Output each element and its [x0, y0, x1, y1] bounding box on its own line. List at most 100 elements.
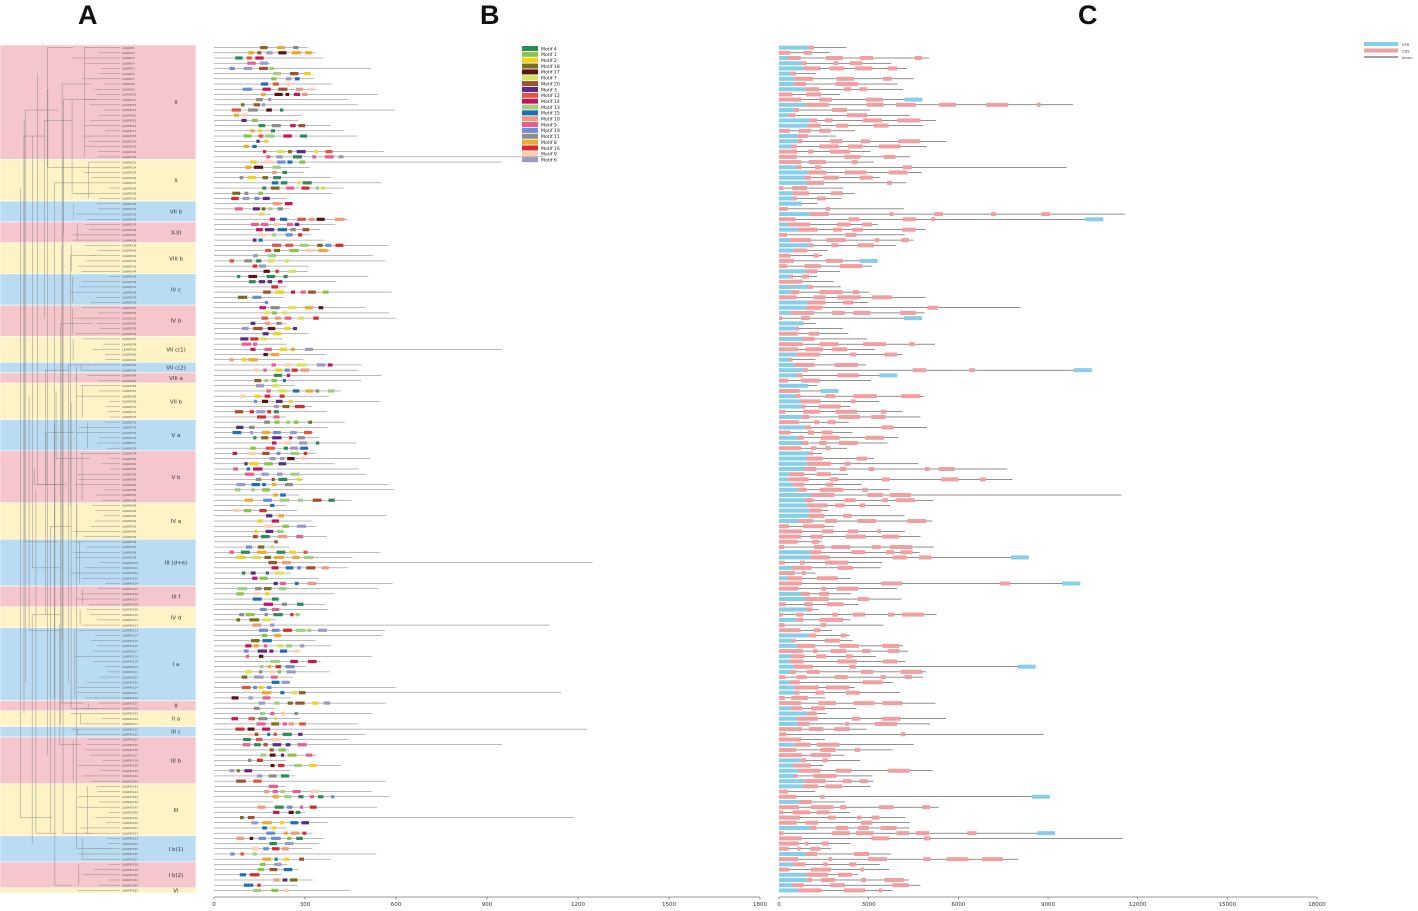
cds-box — [878, 888, 883, 893]
cds-box — [882, 534, 900, 539]
cds-box — [967, 831, 977, 836]
cds-box — [808, 633, 817, 638]
cds-box — [796, 617, 804, 622]
cds-box — [792, 191, 810, 196]
cds-box — [835, 768, 852, 773]
motif-box — [309, 217, 315, 221]
cds-box — [819, 290, 843, 295]
cds-box — [779, 295, 797, 300]
utr-box — [779, 638, 792, 643]
utr-box — [779, 362, 795, 367]
motif-box — [300, 446, 308, 450]
motif-box — [338, 155, 344, 159]
cds-box — [779, 186, 784, 191]
axis-tick-label: 3000 — [862, 902, 876, 908]
motif-box — [262, 618, 271, 622]
motif-box — [248, 280, 256, 284]
motif-box — [229, 259, 235, 263]
motif-box — [231, 717, 238, 721]
cds-box — [807, 123, 821, 128]
motif-box — [301, 456, 306, 461]
gene-id: CpWRKY68 — [122, 394, 137, 398]
utr-box — [779, 118, 811, 123]
gene-id: CpWRKY148 — [122, 811, 138, 815]
motif-box — [244, 472, 254, 476]
motif-box — [270, 711, 275, 716]
motif-box — [263, 269, 270, 273]
motif-box — [247, 758, 252, 762]
motif-box — [241, 103, 245, 107]
cds-box — [808, 513, 825, 518]
cds-box — [862, 487, 868, 492]
motif-box — [271, 597, 279, 601]
motif-box — [302, 181, 312, 185]
motif-box — [256, 259, 262, 263]
cds-box — [811, 446, 817, 451]
motif-box — [278, 477, 288, 482]
motif-box — [280, 649, 288, 653]
cds-box — [882, 701, 903, 706]
motif-box — [318, 248, 328, 253]
motif-box — [257, 867, 264, 872]
gene-id: CpWRKY109 — [122, 608, 138, 612]
cds-box — [979, 477, 986, 482]
motif-box — [309, 763, 317, 768]
motif-box — [261, 535, 270, 539]
cds-box — [881, 477, 890, 482]
motif-box — [251, 821, 258, 825]
motif-box — [285, 566, 294, 570]
cds-box — [779, 149, 798, 154]
gene-id: CpWRKY158 — [122, 863, 138, 867]
cds-box — [986, 102, 1009, 107]
gene-id: CpWRKY97 — [122, 545, 137, 549]
motif-box — [271, 483, 277, 487]
axis-tick-label: 300 — [300, 902, 311, 908]
motif-box — [247, 815, 255, 820]
motif-box — [280, 821, 284, 825]
motif-box — [257, 649, 267, 653]
cds-box — [779, 841, 799, 846]
motif-box — [297, 217, 306, 221]
motif-box — [277, 160, 286, 164]
gene-id: CpWRKY115 — [122, 639, 138, 643]
motif-box — [270, 659, 280, 664]
cds-box — [791, 638, 796, 643]
cds-box — [921, 805, 930, 810]
motif-box — [325, 243, 332, 247]
motif-box — [253, 888, 261, 892]
gene-id: CpWRKY26 — [122, 176, 137, 180]
motif-box — [287, 701, 293, 705]
utr-box — [779, 503, 807, 508]
gene-id: CpWRKY77 — [122, 441, 137, 445]
motif-box — [296, 87, 304, 91]
motif-box — [236, 769, 240, 773]
motif-box — [285, 243, 294, 247]
motif-box — [299, 243, 309, 247]
axis-tick-label: 6000 — [951, 902, 965, 908]
motif-box — [298, 691, 306, 695]
motif-panel — [214, 46, 593, 892]
motif-box — [288, 399, 293, 403]
cds-box — [888, 170, 908, 175]
motif-box — [290, 430, 297, 435]
subfamily-band — [0, 159, 197, 202]
cds-box — [798, 888, 822, 893]
cds-box — [795, 394, 801, 399]
motif-box — [288, 269, 297, 273]
motif-box — [273, 222, 280, 227]
cds-box — [779, 831, 784, 836]
motif-box — [271, 737, 281, 742]
motif-box — [245, 545, 253, 549]
motif-box — [300, 644, 305, 648]
cds-box — [852, 160, 858, 165]
cds-box — [1041, 212, 1051, 217]
cds-box — [833, 61, 839, 66]
gene-id: CpWRKY116 — [122, 644, 138, 648]
motif-box — [266, 389, 271, 393]
motif-box — [262, 186, 267, 190]
cds-box — [797, 721, 810, 726]
cds-box — [844, 154, 861, 159]
gene-id: CpWRKY159 — [122, 868, 138, 872]
motif-box — [231, 108, 241, 112]
